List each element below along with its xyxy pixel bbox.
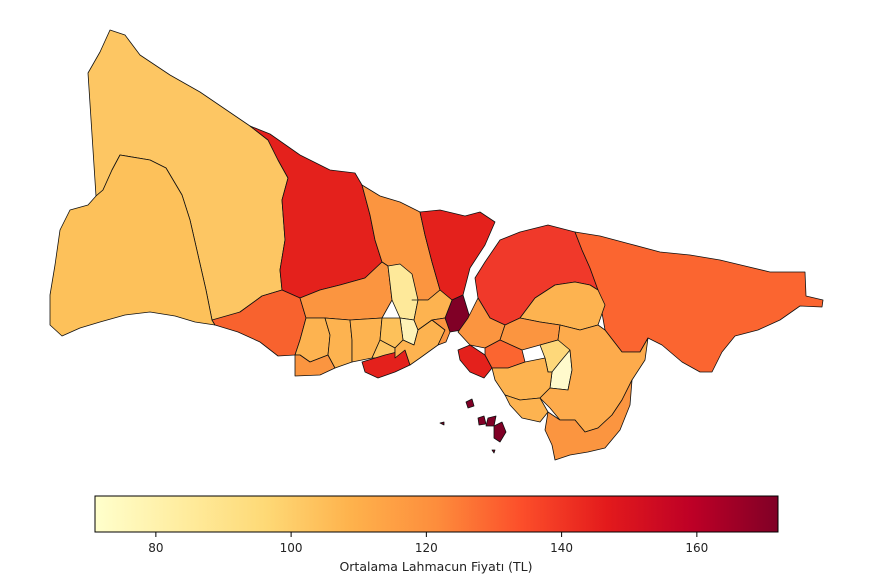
colorbar-tick-label: 120 [415, 541, 438, 555]
district-bakirkoy [361, 349, 411, 379]
district-adalar-4 [493, 421, 507, 443]
district-fatih [431, 317, 451, 346]
district-adalar-2 [477, 415, 487, 426]
map-districts [49, 29, 824, 461]
district-adalar-1 [465, 398, 475, 409]
colorbar-label: Ortalama Lahmacun Fiyatı (TL) [339, 559, 532, 574]
colorbar-gradient [94, 495, 779, 533]
colorbar: 80 100 120 140 160 Ortalama Lahmacun Fiyatı … [94, 495, 779, 574]
district-sariyer [419, 209, 496, 301]
district-adalar-5 [439, 421, 445, 426]
district-adalar-6 [491, 449, 496, 454]
district-maltepe [491, 357, 553, 401]
colorbar-ticks: 80 100 120 140 160 [148, 532, 708, 555]
colorbar-tick-label: 80 [148, 541, 163, 555]
colorbar-tick-label: 160 [685, 541, 708, 555]
district-silivri [49, 154, 216, 337]
district-adalar-3 [485, 415, 497, 427]
colorbar-tick-label: 140 [550, 541, 573, 555]
district-kartal [504, 394, 549, 423]
colorbar-tick-label: 100 [280, 541, 303, 555]
district-zeytinburnu [394, 319, 446, 366]
district-kadikoy [457, 344, 493, 379]
district-tuzla [544, 379, 633, 461]
